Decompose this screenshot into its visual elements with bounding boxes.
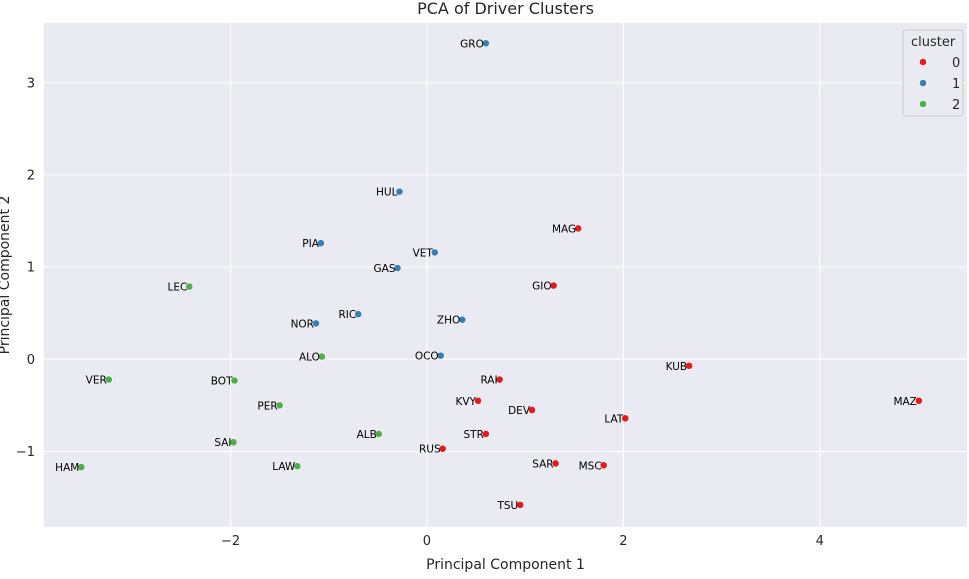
chart-title: PCA of Driver Clusters	[417, 0, 594, 18]
point-label: KUB	[666, 361, 688, 373]
point-label: PER	[257, 400, 277, 412]
x-axis-title: Principal Component 1	[426, 557, 585, 573]
data-point	[481, 430, 490, 438]
data-point	[77, 463, 86, 472]
legend-box	[902, 29, 964, 117]
point-label: LEC	[167, 282, 187, 294]
data-point	[438, 444, 447, 453]
point-label: PIA	[302, 238, 319, 250]
data-point	[914, 396, 923, 405]
point-label: MSC	[579, 460, 602, 472]
plot-area	[44, 23, 967, 527]
data-point	[293, 462, 302, 471]
y-axis-title: Principal Component 2	[0, 196, 13, 355]
data-point	[230, 376, 239, 385]
data-point	[685, 361, 694, 370]
data-point	[599, 461, 608, 470]
point-label: MAG	[552, 223, 576, 235]
point-label: LAT	[604, 413, 623, 425]
data-point	[316, 239, 325, 248]
point-label: RAI	[480, 375, 497, 387]
data-point	[458, 315, 467, 324]
grid-lines	[44, 23, 967, 527]
point-label: HAM	[55, 462, 79, 474]
point-label: HUL	[376, 187, 398, 199]
point-label: LAW	[272, 461, 296, 473]
data-point	[312, 319, 320, 328]
y-tick-label: 2	[27, 169, 35, 184]
data-point	[393, 264, 402, 272]
point-label: OCO	[415, 351, 439, 363]
data-point	[317, 352, 326, 361]
point-label: GAS	[374, 263, 396, 275]
point-label: BOT	[211, 375, 233, 387]
point-label: SAI	[214, 437, 231, 449]
point-label: RUS	[419, 444, 441, 456]
point-label: DEV	[508, 405, 531, 417]
x-tick-label: 2	[619, 534, 627, 549]
y-tick-label: −1	[16, 445, 35, 460]
legend-title: cluster	[911, 35, 956, 50]
point-label: ALB	[357, 429, 377, 441]
point-label: MAZ	[893, 396, 916, 408]
legend-label: 1	[952, 77, 960, 92]
tick-labels: −2 0 2 4 −1 0 1 2 3	[16, 76, 824, 549]
data-point	[185, 282, 194, 291]
data-point	[516, 500, 525, 509]
point-label: RIC	[338, 309, 356, 321]
legend: cluster 0 1 2	[902, 29, 964, 117]
x-tick-label: −2	[221, 534, 240, 549]
y-tick-label: 1	[27, 261, 35, 276]
y-tick-label: 0	[27, 353, 35, 368]
point-label: STR	[463, 429, 483, 441]
data-point	[275, 401, 284, 410]
point-label: SAR	[532, 458, 553, 470]
data-point	[430, 248, 439, 257]
data-point	[621, 414, 630, 423]
legend-marker	[919, 79, 927, 87]
x-tick-label: 0	[423, 534, 431, 549]
point-label: GRO	[460, 38, 484, 50]
data-point	[354, 310, 363, 319]
data-point	[528, 406, 536, 414]
x-tick-label: 4	[816, 534, 824, 549]
data-point	[229, 438, 238, 447]
point-label: KVY	[456, 396, 477, 408]
point-label: NOR	[291, 318, 314, 330]
data-point	[436, 351, 445, 360]
point-label: TSU	[496, 500, 518, 512]
point-label: VET	[413, 247, 434, 259]
data-point	[495, 375, 504, 384]
point-label: ALO	[299, 352, 320, 364]
legend-marker	[919, 100, 927, 108]
y-tick-label: 3	[27, 76, 35, 91]
legend-items: 0 1 2	[919, 56, 960, 113]
legend-label: 2	[952, 98, 960, 113]
data-point	[395, 187, 404, 196]
data-point	[374, 430, 383, 438]
data-point	[474, 396, 482, 405]
legend-label: 0	[952, 56, 960, 71]
data-point	[551, 459, 560, 468]
point-label: ZHO	[437, 315, 460, 327]
data-points	[77, 39, 923, 509]
data-point	[574, 224, 583, 233]
data-point	[481, 39, 490, 48]
point-label: GIO	[532, 281, 552, 293]
data-point	[549, 281, 558, 290]
point-label: VER	[86, 375, 107, 387]
data-point	[104, 375, 113, 384]
legend-marker	[919, 58, 927, 66]
